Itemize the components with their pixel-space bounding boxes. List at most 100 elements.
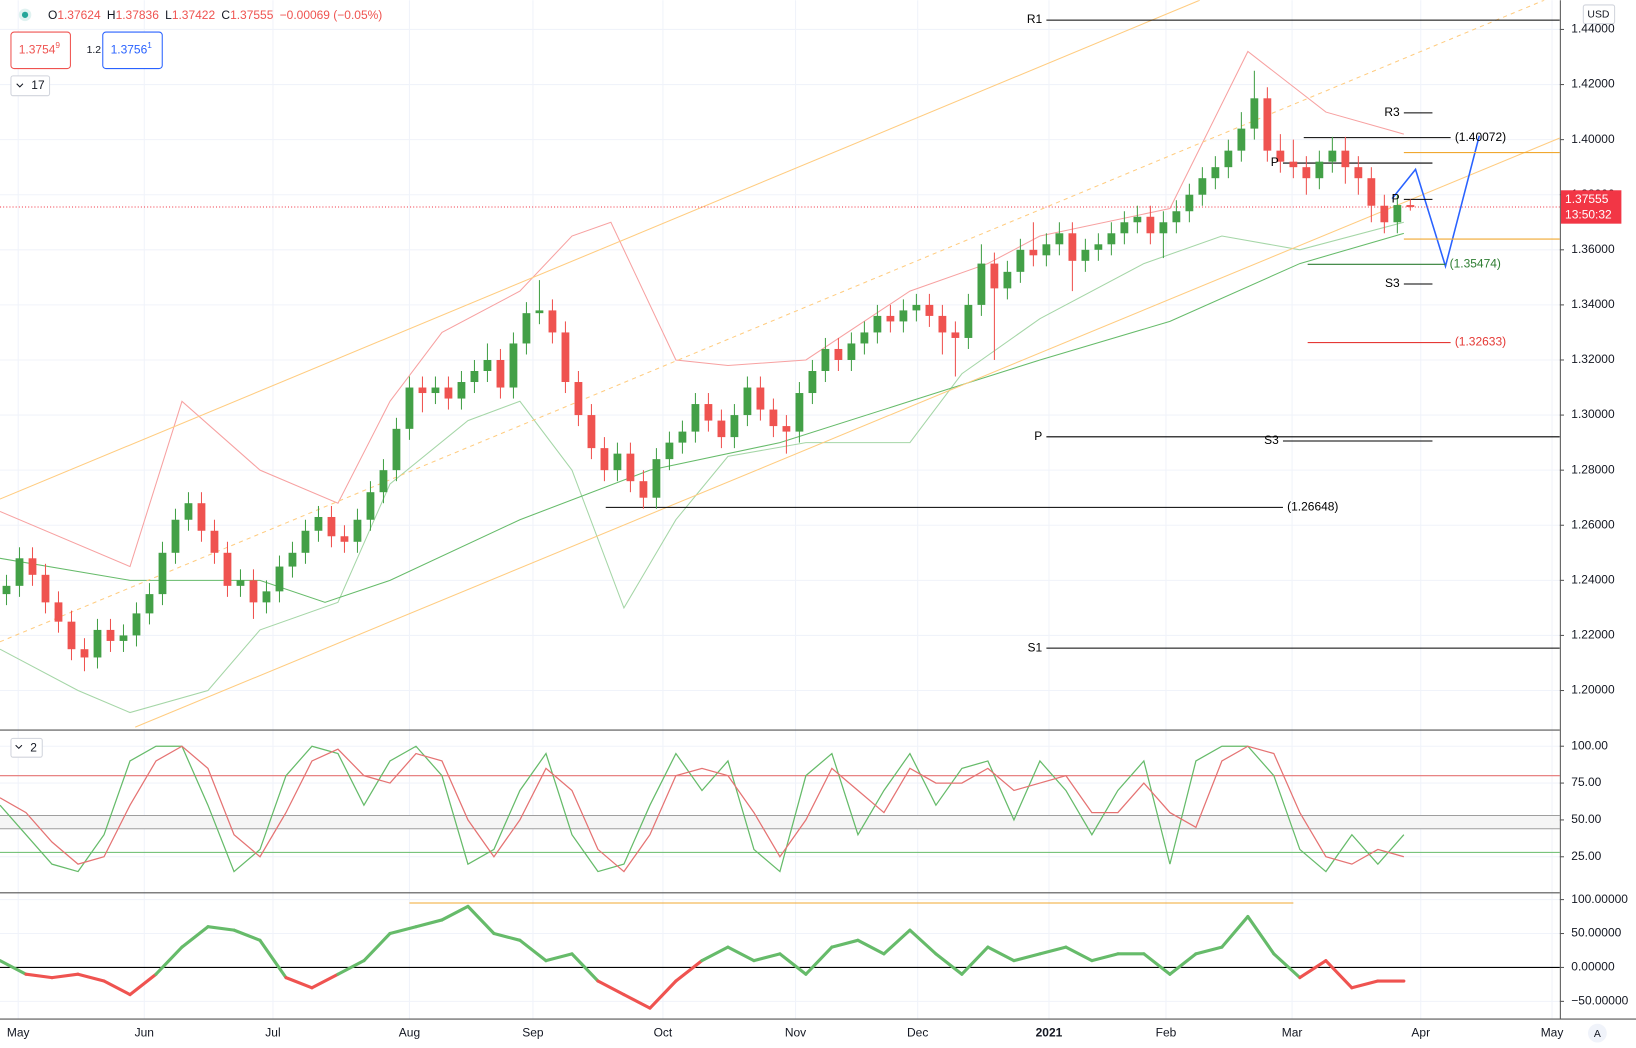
level-label: S1 xyxy=(1028,640,1043,654)
sell-price-pip[interactable]: 9 xyxy=(55,40,60,50)
auto-scale-label[interactable]: A xyxy=(1594,1029,1601,1040)
candle-body xyxy=(340,536,349,542)
candle-body xyxy=(808,371,817,394)
oscillator-segment xyxy=(24,972,54,980)
buy-price-pip[interactable]: 1 xyxy=(147,40,152,50)
overlay-line xyxy=(0,232,1404,603)
candle-body xyxy=(106,629,115,641)
candle-body xyxy=(444,387,453,399)
sell-button[interactable] xyxy=(10,31,71,70)
oscillator-segment xyxy=(960,945,990,976)
candle-body xyxy=(197,503,206,531)
y-tick-label: 0.00000 xyxy=(1571,960,1615,974)
oscillator-segment xyxy=(492,931,522,942)
oscillator-segment xyxy=(700,945,730,963)
candle-body xyxy=(1029,249,1038,256)
oscillator-segment xyxy=(804,945,834,976)
last-price: 1.37555 xyxy=(1565,192,1609,206)
candle-body xyxy=(704,404,713,421)
x-tick-label: Nov xyxy=(785,1025,806,1039)
buy-price-main[interactable]: 1.3756 xyxy=(111,42,148,56)
candle-body xyxy=(665,442,674,460)
candle-body xyxy=(158,552,167,595)
candle-body xyxy=(496,359,505,388)
candle-body xyxy=(1289,161,1298,168)
countdown: 13:50:32 xyxy=(1565,207,1612,221)
y-tick-label: 1.42000 xyxy=(1571,77,1615,91)
candle-body xyxy=(652,459,661,498)
level-label: (1.40072) xyxy=(1455,130,1506,144)
candle-body xyxy=(535,310,544,314)
candle-body xyxy=(1107,233,1116,245)
buy-button[interactable] xyxy=(102,31,163,70)
y-tick-label: 25.00 xyxy=(1571,849,1601,863)
candle-body xyxy=(639,481,648,498)
candle-body xyxy=(1276,150,1285,162)
currency[interactable]: USD xyxy=(1587,10,1609,21)
y-tick-label: 1.44000 xyxy=(1571,22,1615,36)
change: −0.00069 (−0.05%) xyxy=(280,8,383,22)
sell-price-main[interactable]: 1.3754 xyxy=(19,42,56,56)
candle-body xyxy=(1302,167,1311,179)
buy-price[interactable]: 1.37561 xyxy=(111,40,153,56)
y-tick-label: 1.28000 xyxy=(1571,462,1615,476)
x-tick-label: Dec xyxy=(907,1025,928,1039)
y-tick-label: 1.32000 xyxy=(1571,352,1615,366)
oscillator-segment xyxy=(414,918,444,929)
candle-body xyxy=(834,348,843,360)
x-tick-label: Aug xyxy=(399,1025,420,1039)
pane-indicator-count[interactable]: 2 xyxy=(30,740,37,754)
indicators-toggle[interactable] xyxy=(10,75,51,97)
oscillator-segment xyxy=(544,952,574,963)
level-label: R3 xyxy=(1384,105,1400,119)
y-tick-label: 100.00000 xyxy=(1571,892,1628,906)
oscillator-segment xyxy=(1246,914,1276,956)
plots xyxy=(0,0,1560,1010)
candle-body xyxy=(1055,233,1064,245)
ohlc-key: C xyxy=(221,8,230,22)
y-tick-label: 50.00000 xyxy=(1571,926,1621,940)
oscillator-segment xyxy=(1012,952,1042,963)
candle-body xyxy=(15,558,24,586)
main-pane xyxy=(0,0,1560,728)
oscillator-segment xyxy=(362,931,392,963)
currency-box[interactable] xyxy=(1582,4,1616,25)
oscillator-segment xyxy=(1168,952,1198,976)
candle-body xyxy=(249,580,258,603)
ohlc-value: 1.37836 xyxy=(116,8,160,22)
level-label: P xyxy=(1392,192,1400,206)
candle-body xyxy=(67,621,76,650)
auto-scale-button[interactable] xyxy=(1588,1023,1607,1043)
oscillator-segment xyxy=(726,945,756,963)
candle-body xyxy=(925,304,934,316)
candle-body xyxy=(717,420,726,438)
x-tick-label: Oct xyxy=(654,1025,673,1039)
oscillator-segment xyxy=(1194,945,1224,956)
sell-price[interactable]: 1.37549 xyxy=(19,40,61,56)
pane-toggle[interactable] xyxy=(10,737,43,758)
y-tick-label: 1.22000 xyxy=(1571,628,1615,642)
oscillator-segment xyxy=(76,972,106,983)
y-tick-label: 1.30000 xyxy=(1571,407,1615,421)
oscillator-segment xyxy=(440,904,470,922)
oscillator-segment xyxy=(388,925,418,936)
y-tick-label: −50.00000 xyxy=(1571,994,1628,1008)
oscillator-segment xyxy=(284,976,314,990)
candle-body xyxy=(1211,167,1220,179)
y-tick-label: 1.20000 xyxy=(1571,683,1615,697)
x-tick-label: Feb xyxy=(1156,1025,1177,1039)
candle-body xyxy=(418,387,427,394)
oscillator-segment xyxy=(102,979,132,997)
candle-body xyxy=(223,552,232,586)
indicators-count[interactable]: 17 xyxy=(31,78,45,92)
candle-body xyxy=(990,263,999,289)
overlay-line xyxy=(1391,135,1481,270)
candle-body xyxy=(1237,128,1246,151)
level-label: P xyxy=(1271,155,1279,169)
candle-body xyxy=(275,566,284,592)
candle-body xyxy=(951,332,960,338)
oscillator-segment xyxy=(1324,959,1354,990)
ohlc-key: H xyxy=(107,8,116,22)
candle-body xyxy=(1354,167,1363,179)
